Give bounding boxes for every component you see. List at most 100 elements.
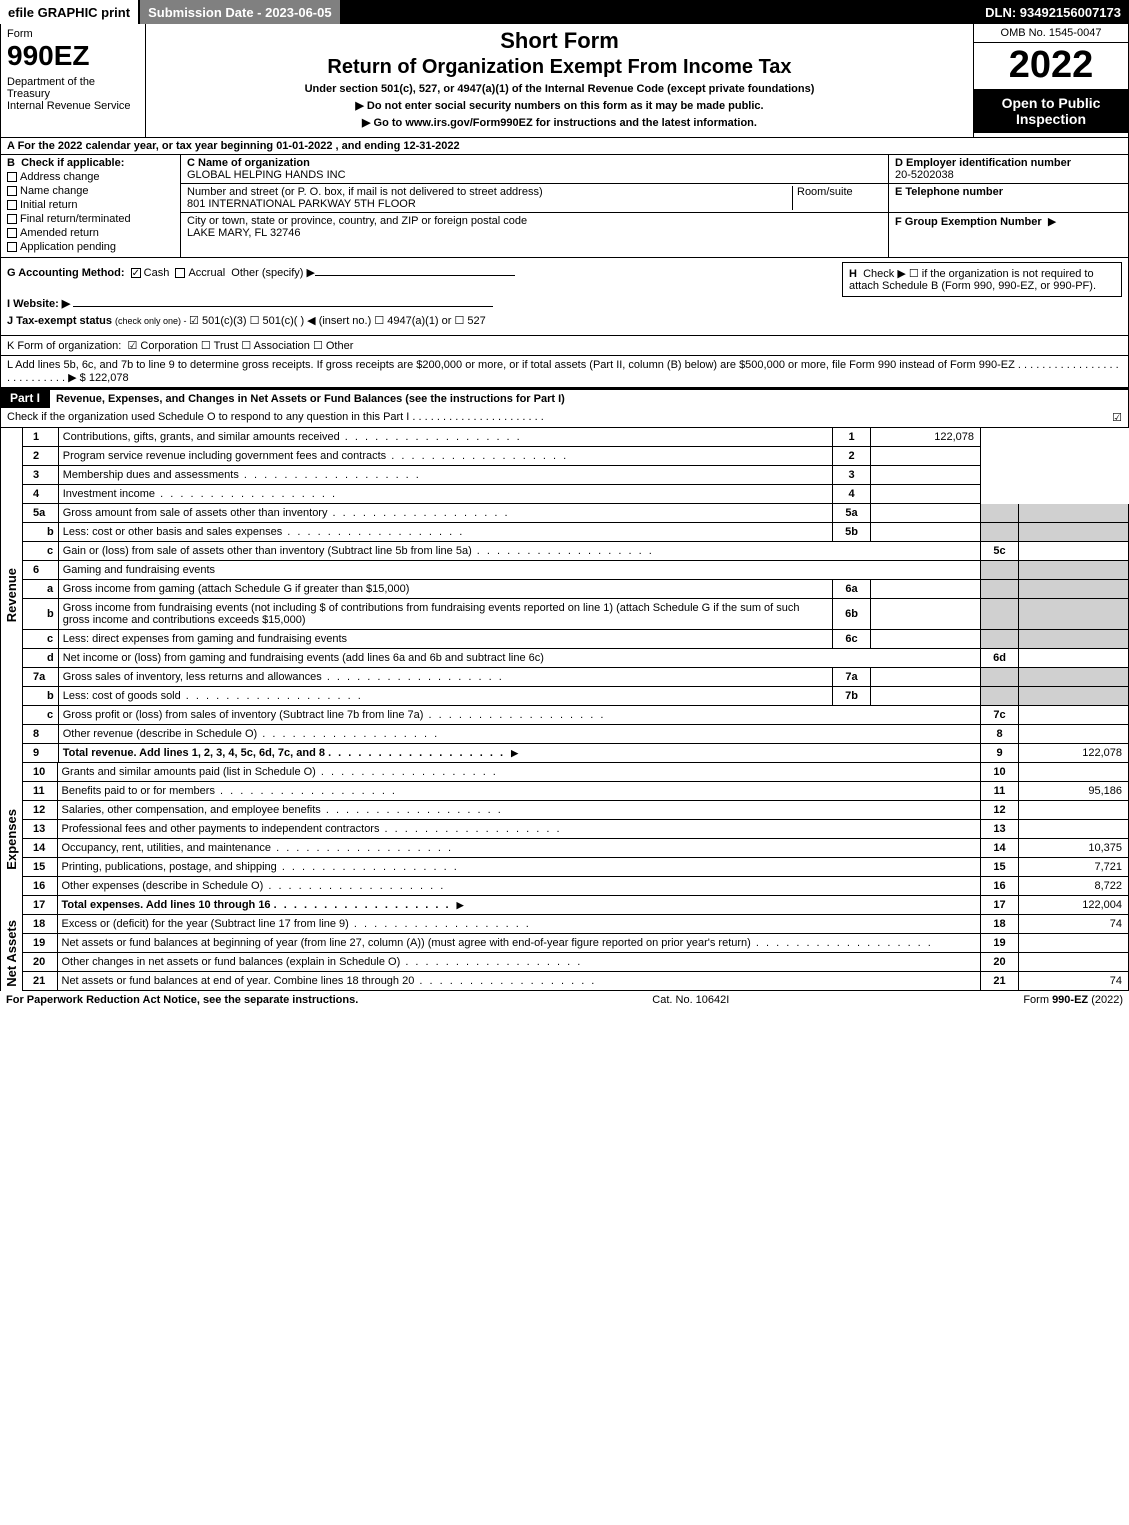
j-options[interactable]: ☑ 501(c)(3) ☐ 501(c)( ) ◀ (insert no.) ☐… — [189, 315, 486, 327]
j-label: J Tax-exempt status — [7, 315, 112, 327]
topbar-spacer — [342, 0, 978, 24]
line-4: 4Investment income4 — [23, 485, 1129, 504]
expenses-table: 10Grants and similar amounts paid (list … — [23, 763, 1129, 915]
omb-number: OMB No. 1545-0047 — [974, 24, 1128, 43]
line-17: 17Total expenses. Add lines 10 through 1… — [23, 896, 1129, 915]
form-title-block: Short Form Return of Organization Exempt… — [146, 24, 973, 137]
line-1: 1Contributions, gifts, grants, and simil… — [23, 428, 1129, 447]
c-name-value: GLOBAL HELPING HANDS INC — [187, 169, 346, 181]
f-group-label: F Group Exemption Number — [895, 216, 1042, 228]
g-other-input[interactable] — [315, 275, 515, 276]
form-id-block: Form 990EZ Department of the Treasury In… — [1, 24, 146, 137]
h-letter: H — [849, 268, 857, 280]
line-13: 13Professional fees and other payments t… — [23, 820, 1129, 839]
line-14: 14Occupancy, rent, utilities, and mainte… — [23, 839, 1129, 858]
form-ref: Form 990-EZ (2022) — [1023, 994, 1123, 1006]
line-6b: bGross income from fundraising events (n… — [23, 599, 1129, 630]
net-assets-section: Net Assets 18Excess or (deficit) for the… — [0, 915, 1129, 991]
g-cash-label: Cash — [144, 267, 170, 279]
dln-label: DLN: 93492156007173 — [977, 0, 1129, 24]
part-1-title: Revenue, Expenses, and Changes in Net As… — [50, 389, 1129, 408]
line-5c: cGain or (loss) from sale of assets othe… — [23, 542, 1129, 561]
c-city-label: City or town, state or province, country… — [187, 215, 527, 227]
b-letter: B — [7, 157, 15, 169]
g-accrual-label: Accrual — [188, 267, 225, 279]
arrow-icon — [454, 899, 467, 911]
line-16: 16Other expenses (describe in Schedule O… — [23, 877, 1129, 896]
goto-note[interactable]: ▶ Go to www.irs.gov/Form990EZ for instru… — [154, 116, 965, 129]
k-label: K Form of organization: — [7, 340, 121, 352]
revenue-table: 1Contributions, gifts, grants, and simil… — [23, 428, 1129, 763]
g-label: G Accounting Method: — [7, 267, 125, 279]
chk-final-return[interactable]: Final return/terminated — [7, 213, 174, 225]
c-name-label: C Name of organization — [187, 157, 310, 169]
line-11: 11Benefits paid to or for members1195,18… — [23, 782, 1129, 801]
department-label: Department of the Treasury Internal Reve… — [7, 76, 139, 112]
row-a-tax-year: A For the 2022 calendar year, or tax yea… — [0, 138, 1129, 155]
part-1-checkmark[interactable]: ☑ — [1112, 411, 1122, 424]
form-header: Form 990EZ Department of the Treasury In… — [0, 24, 1129, 138]
c-city-value: LAKE MARY, FL 32746 — [187, 227, 301, 239]
revenue-section: Revenue 1Contributions, gifts, grants, a… — [0, 428, 1129, 763]
part-1-header: Part I Revenue, Expenses, and Changes in… — [0, 388, 1129, 408]
check-if-applicable: Check if applicable: — [21, 157, 124, 169]
e-phone-label: E Telephone number — [895, 186, 1003, 198]
arrow-icon — [508, 747, 521, 759]
row-k-form-of-org: K Form of organization: ☑ Corporation ☐ … — [0, 336, 1129, 356]
tax-year: 2022 — [974, 43, 1128, 89]
h-text: Check ▶ ☐ if the organization is not req… — [849, 268, 1096, 292]
line-12: 12Salaries, other compensation, and empl… — [23, 801, 1129, 820]
c-room-label: Room/suite — [797, 186, 853, 198]
j-sub: (check only one) - — [115, 316, 189, 326]
expenses-section: Expenses 10Grants and similar amounts pa… — [0, 763, 1129, 915]
top-bar: efile GRAPHIC print Submission Date - 20… — [0, 0, 1129, 24]
submission-date-label: Submission Date - 2023-06-05 — [138, 0, 342, 24]
expenses-vlabel: Expenses — [1, 763, 23, 915]
line-6: 6Gaming and fundraising events — [23, 561, 1129, 580]
d-ein-label: D Employer identification number — [895, 157, 1071, 169]
line-6c: cLess: direct expenses from gaming and f… — [23, 630, 1129, 649]
net-assets-table: 18Excess or (deficit) for the year (Subt… — [23, 915, 1129, 991]
col-b-checkboxes: B Check if applicable: Address change Na… — [1, 155, 181, 257]
line-19: 19Net assets or fund balances at beginni… — [23, 934, 1129, 953]
line-5a: 5aGross amount from sale of assets other… — [23, 504, 1129, 523]
line-9: 9Total revenue. Add lines 1, 2, 3, 4, 5c… — [23, 744, 1129, 763]
paperwork-notice: For Paperwork Reduction Act Notice, see … — [6, 994, 358, 1006]
line-7c: cGross profit or (loss) from sales of in… — [23, 706, 1129, 725]
chk-address-change[interactable]: Address change — [7, 171, 174, 183]
chk-initial-return[interactable]: Initial return — [7, 199, 174, 211]
line-7b: bLess: cost of goods sold7b — [23, 687, 1129, 706]
ssn-note: ▶ Do not enter social security numbers o… — [154, 99, 965, 112]
k-options[interactable]: ☑ Corporation ☐ Trust ☐ Association ☐ Ot… — [127, 340, 353, 352]
i-website-input[interactable] — [73, 306, 493, 307]
line-20: 20Other changes in net assets or fund ba… — [23, 953, 1129, 972]
section-g-h-i-j: H Check ▶ ☐ if the organization is not r… — [0, 258, 1129, 336]
efile-print-label[interactable]: efile GRAPHIC print — [0, 0, 138, 24]
col-c-org-info: C Name of organization GLOBAL HELPING HA… — [181, 155, 888, 257]
line-2: 2Program service revenue including gover… — [23, 447, 1129, 466]
short-form-label: Short Form — [154, 28, 965, 54]
line-10: 10Grants and similar amounts paid (list … — [23, 763, 1129, 782]
chk-amended-return[interactable]: Amended return — [7, 227, 174, 239]
subtitle: Under section 501(c), 527, or 4947(a)(1)… — [154, 83, 965, 95]
h-schedule-b-box: H Check ▶ ☐ if the organization is not r… — [842, 262, 1122, 297]
section-b-through-f: B Check if applicable: Address change Na… — [0, 155, 1129, 258]
line-5b: bLess: cost or other basis and sales exp… — [23, 523, 1129, 542]
net-assets-vlabel: Net Assets — [1, 915, 23, 991]
part-1-checknote: Check if the organization used Schedule … — [7, 411, 544, 424]
form-number: 990EZ — [7, 42, 139, 70]
form-right-block: OMB No. 1545-0047 2022 Open to Public In… — [973, 24, 1128, 137]
i-website-label: I Website: ▶ — [7, 298, 70, 310]
g-cash-checkbox[interactable] — [131, 268, 141, 278]
line-3: 3Membership dues and assessments3 — [23, 466, 1129, 485]
g-accrual-checkbox[interactable] — [175, 268, 185, 278]
c-addr-value: 801 INTERNATIONAL PARKWAY 5TH FLOOR — [187, 198, 416, 210]
form-word: Form — [7, 28, 139, 40]
c-addr-label: Number and street (or P. O. box, if mail… — [187, 186, 543, 198]
line-15: 15Printing, publications, postage, and s… — [23, 858, 1129, 877]
col-d-e-f: D Employer identification number 20-5202… — [888, 155, 1128, 257]
chk-name-change[interactable]: Name change — [7, 185, 174, 197]
revenue-vlabel: Revenue — [1, 428, 23, 763]
chk-application-pending[interactable]: Application pending — [7, 241, 174, 253]
line-21: 21Net assets or fund balances at end of … — [23, 972, 1129, 991]
